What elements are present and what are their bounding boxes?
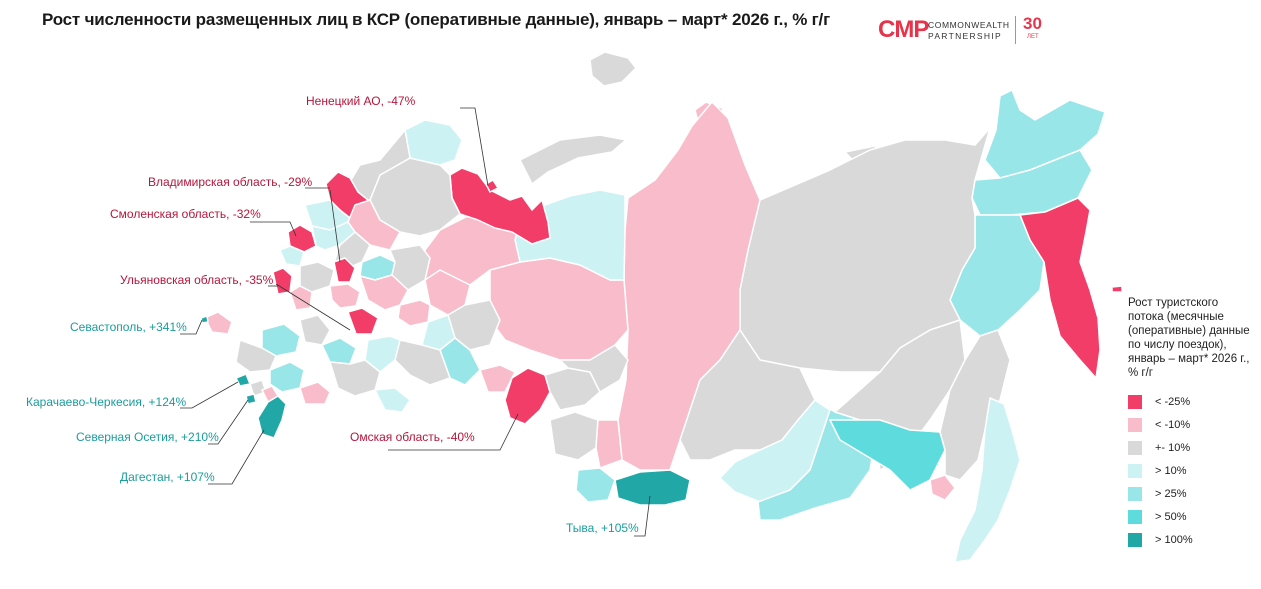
region-n-ossetia	[245, 393, 257, 405]
region-volgograd	[329, 359, 381, 397]
legend-swatch	[1128, 417, 1142, 432]
legend-label: > 50%	[1155, 510, 1187, 523]
logo-line-1: COMMONWEALTH	[928, 20, 1010, 30]
leader-sevastopol	[180, 319, 203, 335]
logo-years: 30	[1023, 14, 1042, 33]
legend-swatch	[1128, 509, 1142, 524]
region-dagestan	[257, 395, 287, 439]
region-murmansk	[404, 119, 463, 166]
leader-tuva	[634, 495, 651, 537]
leader-nenets	[460, 107, 489, 187]
region-jewish-ao	[929, 474, 956, 501]
region-ryazan	[347, 307, 379, 335]
company-logo: CMP COMMONWEALTH PARTNERSHIP 30 ЛЕТ	[878, 14, 1058, 46]
label-vladimir: Владимирская область, -29%	[148, 175, 313, 189]
legend-label: < -25%	[1155, 395, 1191, 408]
region-novaya-zemlya	[519, 134, 627, 185]
legend-label: > 25%	[1155, 487, 1187, 500]
legend-label: < -10%	[1155, 418, 1191, 431]
region-omsk	[504, 367, 551, 425]
region-pskov	[279, 245, 305, 267]
region-astrakhan	[374, 387, 411, 413]
label-sevastopol: Севастополь, +341%	[70, 320, 187, 334]
leader-smolensk	[250, 221, 297, 237]
legend-item: < -25%	[1128, 390, 1253, 413]
logo-years-word: ЛЕТ	[1027, 34, 1039, 40]
label-nenets-ao: Ненецкий АО, -47%	[306, 94, 416, 108]
page-title: Рост численности размещенных лиц в КСР (…	[42, 10, 830, 29]
leader-dagestan	[208, 429, 265, 485]
legend-label: > 10%	[1155, 464, 1187, 477]
legend-item: < -10%	[1128, 413, 1253, 436]
legend-swatch	[1128, 394, 1142, 409]
label-dagestan: Дагестан, +107%	[120, 470, 215, 484]
region-orenburg	[394, 339, 451, 386]
region-voronezh	[321, 337, 357, 365]
region-altai-rep	[575, 467, 616, 503]
leader-vladimir-2	[329, 189, 341, 263]
region-kemerovo	[595, 419, 623, 469]
leader-ulyanovsk-2	[275, 283, 351, 331]
region-tatarstan	[397, 299, 431, 327]
label-ulyanovsk: Ульяновская область, -35%	[120, 273, 274, 287]
label-n-ossetia: Северная Осетия, +210%	[76, 430, 219, 444]
region-tuva	[614, 469, 691, 506]
legend-label: +- 10%	[1155, 441, 1191, 454]
legend-swatch	[1128, 532, 1142, 547]
region-kursk	[299, 314, 331, 346]
legend-items: < -25% < -10% +- 10% > 10% > 25% > 50% > 100%	[1128, 390, 1253, 551]
region-kirov	[389, 244, 431, 291]
label-tuva: Тыва, +105%	[566, 521, 639, 535]
logo-separator	[1015, 16, 1016, 44]
legend-item: > 50%	[1128, 505, 1253, 528]
logo-line-2: PARTNERSHIP	[928, 31, 1002, 41]
legend-swatch	[1128, 440, 1142, 455]
region-altai-krai	[549, 411, 599, 461]
region-stavropol	[269, 361, 305, 393]
label-kchr: Карачаево-Черкесия, +124%	[26, 395, 187, 409]
region-irkutsk	[679, 329, 816, 461]
legend-item: > 100%	[1128, 528, 1253, 551]
region-novaya-zemlya-north	[589, 51, 637, 87]
region-magadan	[971, 149, 1093, 216]
legend-label: > 100%	[1155, 533, 1193, 546]
region-kalmykia	[299, 381, 331, 405]
legend-title: Рост туристского потока (месячные (опера…	[1128, 297, 1250, 379]
region-crimea	[204, 311, 233, 335]
region-ulyanovsk	[272, 267, 293, 295]
region-ulyanovsk-mid	[333, 257, 356, 283]
region-kchr	[235, 373, 251, 387]
label-smolensk: Смоленская область, -32%	[110, 207, 261, 221]
region-tomsk-south	[559, 344, 629, 393]
leader-n-ossetia	[208, 399, 249, 445]
legend-item: +- 10%	[1128, 436, 1253, 459]
leader-kchr	[180, 381, 239, 409]
legend-item: > 25%	[1128, 482, 1253, 505]
leader-omsk	[388, 413, 519, 451]
legend-swatch	[1128, 486, 1142, 501]
region-nenets-island	[485, 179, 499, 193]
region-nizhny	[359, 274, 409, 311]
region-bryansk	[289, 285, 313, 311]
region-moscow	[329, 283, 361, 309]
region-kaluga	[299, 261, 335, 293]
region-commander-islands	[1111, 285, 1123, 293]
region-sevastopol	[200, 315, 209, 324]
label-omsk: Омская область, -40%	[350, 430, 475, 444]
region-sakhalin	[954, 397, 1021, 563]
logo-mark: CMP	[878, 16, 929, 43]
legend-item: > 10%	[1128, 459, 1253, 482]
region-chukotka	[984, 89, 1106, 179]
legend-swatch	[1128, 463, 1142, 478]
region-kamchatka	[1019, 197, 1101, 379]
map-legend: Рост туристского потока (месячные (опера…	[1128, 296, 1253, 551]
